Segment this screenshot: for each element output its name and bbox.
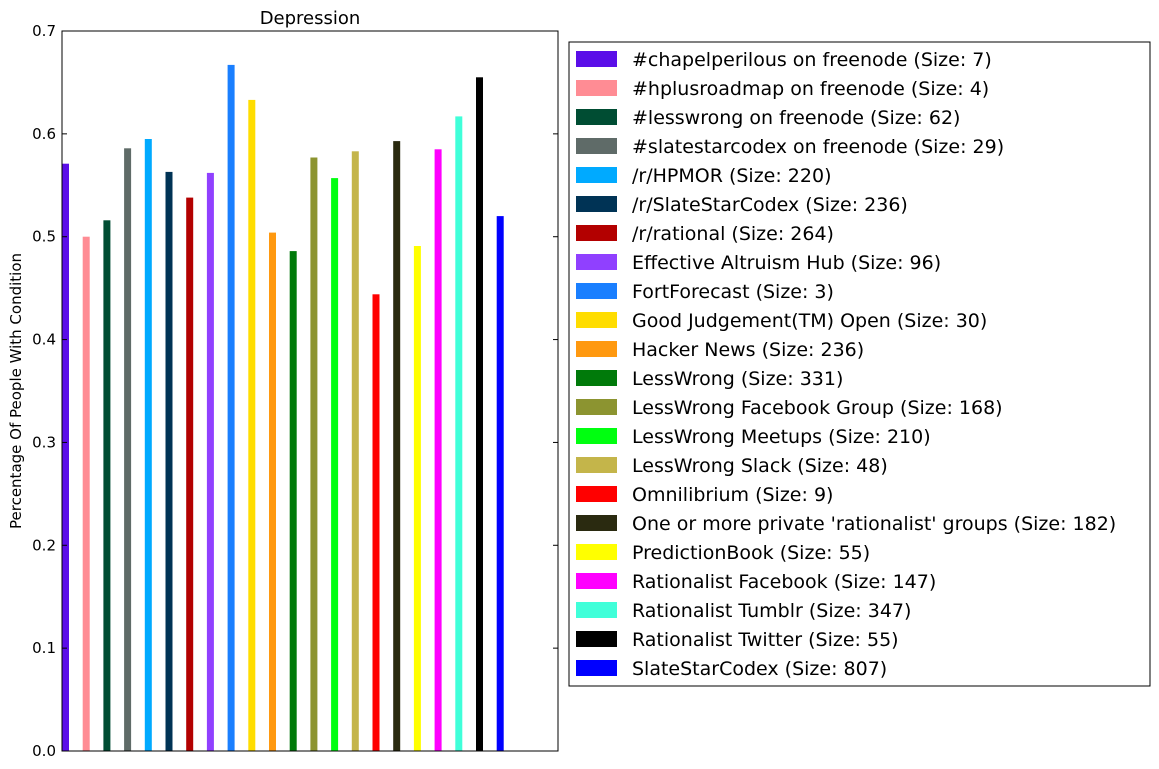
legend-swatch-11 [576,341,617,357]
bar-20 [455,116,463,751]
y-tick-label: 0.2 [32,536,56,554]
bar-4 [124,148,132,752]
bar-16 [372,294,380,751]
bars-group [62,64,504,752]
bar-19 [434,149,442,752]
legend: #chapelperilous on freenode (Size: 7) #hp… [576,49,1116,680]
bar-14 [331,178,339,752]
legend-label-4: #slatestarcodex on freenode (Size: 29) [632,136,1004,158]
bar-5 [144,139,152,751]
legend-swatch-13 [576,399,617,415]
plot-area-frame [61,30,559,752]
legend-label-15: LessWrong Slack (Size: 48) [632,455,888,477]
legend-swatch-9 [576,283,617,299]
bar-7 [186,197,194,752]
legend-box [568,41,1151,687]
legend-swatch-19 [576,573,617,589]
bar-9 [227,64,235,751]
legend-label-14: LessWrong Meetups (Size: 210) [632,426,931,448]
y-tick-label: 0.4 [32,331,56,349]
legend-swatch-2 [576,80,617,96]
y-tick-label: 0.5 [32,228,56,246]
y-tick-label: 0.6 [32,125,56,143]
chart-title: Depression [260,8,361,29]
legend-swatch-16 [576,486,617,502]
bar-8 [206,172,214,751]
legend-label-21: Rationalist Twitter (Size: 55) [632,629,899,651]
legend-label-18: PredictionBook (Size: 55) [632,542,870,564]
bar-18 [413,246,421,751]
legend-swatch-1 [576,51,617,67]
legend-label-8: Effective Altruism Hub (Size: 96) [632,252,941,274]
legend-swatch-14 [576,428,617,444]
y-axis-ticks: 0.0 0.1 0.2 0.3 0.4 0.5 0.6 0.7 [32,22,558,760]
legend-swatch-15 [576,457,617,473]
bar-13 [310,157,318,751]
bar-11 [269,232,276,752]
legend-label-17: One or more private 'rationalist' groups… [632,513,1116,535]
bar-22 [496,216,504,752]
y-tick-label: 0.0 [32,742,56,760]
bar-1 [62,163,69,751]
bar-21 [476,77,483,752]
legend-swatch-18 [576,544,617,560]
legend-label-19: Rationalist Facebook (Size: 147) [632,571,936,593]
legend-swatch-5 [576,167,617,183]
bar-3 [103,220,111,752]
legend-label-5: /r/HPMOR (Size: 220) [632,165,831,187]
legend-label-3: #lesswrong on freenode (Size: 62) [632,107,960,129]
legend-label-1: #chapelperilous on freenode (Size: 7) [632,49,992,71]
legend-swatch-21 [576,631,617,647]
legend-swatch-3 [576,109,617,125]
y-axis-label: Percentage Of People With Condition [7,253,25,529]
legend-swatch-7 [576,225,617,241]
legend-label-2: #hplusroadmap on freenode (Size: 4) [632,78,989,100]
legend-swatch-20 [576,602,617,618]
legend-label-12: LessWrong (Size: 331) [632,368,843,390]
legend-swatch-8 [576,254,617,270]
legend-label-7: /r/rational (Size: 264) [632,223,834,245]
legend-label-11: Hacker News (Size: 236) [632,339,864,361]
legend-label-9: FortForecast (Size: 3) [632,281,834,303]
legend-swatch-4 [576,138,617,154]
y-tick-label: 0.1 [32,639,56,657]
legend-swatch-22 [576,660,617,676]
legend-label-10: Good Judgement(TM) Open (Size: 30) [632,310,987,332]
legend-label-16: Omnilibrium (Size: 9) [632,484,833,506]
bar-17 [393,141,401,752]
legend-label-13: LessWrong Facebook Group (Size: 168) [632,397,1003,419]
bar-12 [289,251,297,751]
y-tick-label: 0.3 [32,433,56,451]
legend-swatch-6 [576,196,617,212]
bar-10 [248,99,256,751]
legend-swatch-12 [576,370,617,386]
bar-15 [351,151,359,752]
bar-6 [165,171,173,751]
legend-label-20: Rationalist Tumblr (Size: 347) [632,600,911,622]
bar-2 [82,236,90,751]
legend-label-22: SlateStarCodex (Size: 807) [632,658,887,680]
y-tick-label: 0.7 [32,22,56,40]
legend-label-6: /r/SlateStarCodex (Size: 236) [632,194,908,216]
legend-swatch-10 [576,312,617,328]
legend-swatch-17 [576,515,617,531]
